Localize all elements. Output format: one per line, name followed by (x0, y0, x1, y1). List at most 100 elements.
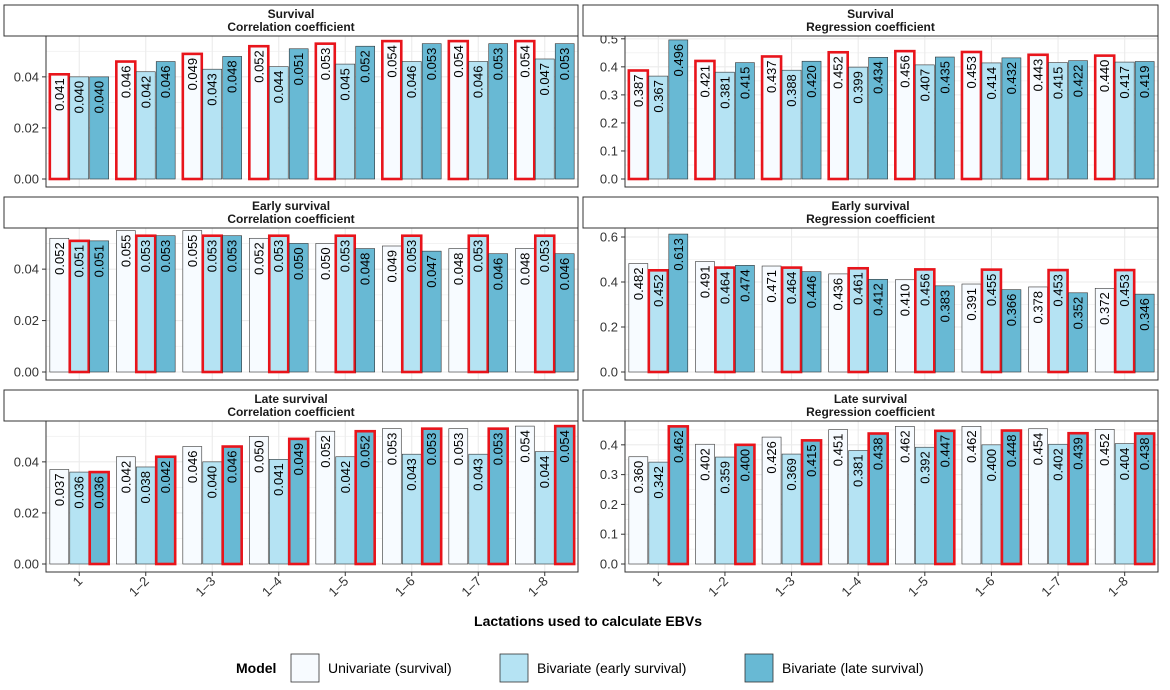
bar-value-label: 0.053 (471, 240, 486, 273)
bar (202, 68, 223, 180)
highlighted-bar (780, 266, 803, 374)
bar-value-label: 0.407 (917, 69, 932, 102)
bar-value-label: 0.438 (871, 438, 886, 471)
highlighted-bar (447, 39, 470, 181)
y-tick-label: 0.04 (14, 262, 39, 277)
bar-value-label: 0.402 (697, 448, 712, 481)
y-tick-label: 0.04 (14, 454, 39, 469)
highlighted-bar (714, 266, 736, 374)
highlighted-bar (400, 234, 423, 374)
y-tick-label: 0.00 (14, 365, 39, 380)
bar (554, 43, 575, 180)
highlighted-bar (934, 429, 956, 566)
x-tick-label: 1–3 (772, 574, 798, 600)
highlighted-bar (115, 60, 137, 181)
bar-value-label: 0.387 (631, 74, 646, 107)
bar-value-label: 0.048 (517, 253, 532, 286)
bar-value-label: 0.038 (138, 471, 153, 504)
highlighted-bar (734, 443, 756, 566)
facet-trait-label: Late survival (834, 392, 907, 406)
bar-value-label: 0.046 (158, 66, 173, 99)
y-tick-label: 0.00 (14, 557, 39, 572)
bar (69, 76, 90, 180)
bar (915, 64, 935, 180)
bar-value-label: 0.048 (358, 253, 373, 286)
highlighted-bar (894, 49, 916, 181)
facet-trait-label: Survival (268, 7, 315, 21)
bar-value-label: 0.455 (984, 274, 999, 307)
bar-value-label: 0.040 (92, 81, 107, 114)
highlighted-bar (201, 234, 224, 374)
bar-value-label: 0.419 (1137, 66, 1152, 99)
bar-value-label: 0.448 (1004, 435, 1019, 468)
bar-value-label: 0.454 (1031, 433, 1046, 466)
highlighted-bar (847, 266, 869, 374)
bar (155, 61, 176, 180)
bar-value-label: 0.053 (158, 240, 173, 273)
bar-value-label: 0.046 (404, 66, 419, 99)
highlighted-bar (553, 424, 576, 566)
bar-value-label: 0.496 (671, 44, 686, 77)
bar-value-label: 0.491 (697, 266, 712, 299)
highlighted-bar (760, 55, 783, 181)
y-tick-label: 0.02 (14, 505, 39, 520)
y-tick-label: 0.1 (600, 527, 618, 542)
bar-value-label: 0.447 (937, 435, 952, 468)
bar (182, 446, 203, 565)
bar-value-label: 0.432 (1004, 62, 1019, 95)
x-tick-label: 1–2 (126, 574, 152, 600)
highlighted-bar (467, 234, 490, 374)
bar-value-label: 0.452 (831, 56, 846, 89)
bar-value-label: 0.043 (404, 458, 419, 491)
bar-value-label: 0.482 (631, 268, 646, 301)
highlighted-bar (420, 427, 443, 566)
x-tick-label: 1–3 (192, 574, 218, 600)
bar-value-label: 0.462 (964, 430, 979, 463)
highlighted-bar (248, 44, 270, 181)
bar (848, 66, 868, 180)
bar (781, 69, 802, 180)
x-axis-title: Lactations used to calculate EBVs (474, 613, 702, 629)
y-tick-label: 0.2 (600, 115, 618, 130)
panel: 0.00 0.02 0.04 0.041 0.040 0.040 0.046 0.042 0.0… (3, 4, 579, 188)
x-tick-label: 1–7 (1038, 574, 1064, 600)
bar-value-label: 0.052 (358, 435, 373, 468)
legend-title: Model (236, 660, 276, 676)
bar-value-label: 0.417 (1117, 66, 1132, 99)
x-tick-label: 1–5 (325, 574, 351, 600)
highlighted-bar (1133, 432, 1156, 566)
bar (515, 425, 535, 565)
bar-value-label: 0.053 (271, 240, 286, 273)
bar-value-label: 0.439 (1071, 437, 1086, 470)
bar (1094, 429, 1115, 565)
bar-value-label: 0.046 (225, 451, 240, 484)
bar-value-label: 0.383 (937, 290, 952, 323)
bar (801, 271, 822, 373)
bar-value-label: 0.037 (52, 474, 67, 507)
bar (695, 443, 715, 565)
y-tick-label: 0.00 (14, 172, 39, 187)
bar (222, 56, 242, 180)
bar-value-label: 0.410 (897, 284, 912, 317)
highlighted-bar (68, 239, 91, 374)
y-tick-label: 0.3 (600, 467, 618, 482)
bar (1001, 57, 1022, 180)
bar-value-label: 0.054 (451, 45, 466, 78)
legend-label: Univariate (survival) (328, 660, 452, 676)
x-tick-label: 1–8 (1105, 574, 1131, 600)
bar-value-label: 0.434 (871, 61, 886, 94)
x-tick-label: 1 (70, 574, 86, 590)
bar-value-label: 0.053 (404, 240, 419, 273)
bar (49, 469, 70, 565)
bar (288, 243, 309, 373)
y-tick-label: 0.0 (600, 365, 618, 380)
bar (981, 62, 1002, 180)
bar (421, 250, 442, 373)
bar-value-label: 0.438 (1137, 438, 1152, 471)
bar-value-label: 0.452 (651, 274, 666, 307)
bar-value-label: 0.414 (984, 67, 999, 100)
y-tick-label: 0.3 (600, 87, 618, 102)
bar (1001, 289, 1022, 373)
x-tick-label: 1–6 (392, 574, 418, 600)
